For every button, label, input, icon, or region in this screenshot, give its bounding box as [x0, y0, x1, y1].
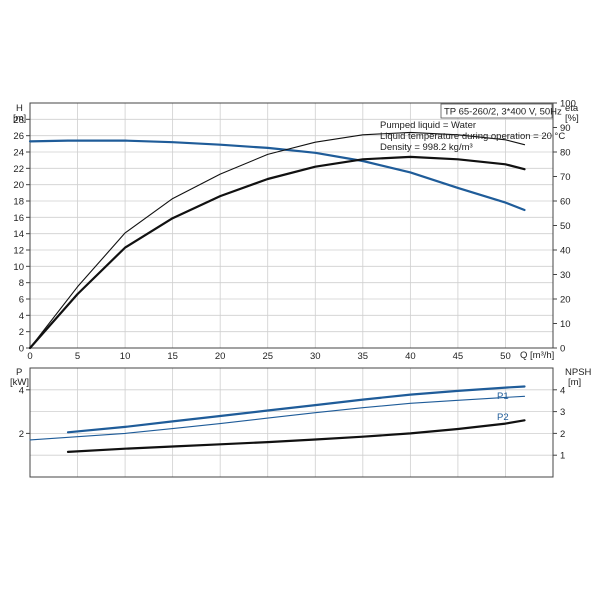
y-right-tick-label: 90 [560, 123, 571, 134]
x-tick-label: 35 [358, 351, 369, 362]
y-left-tick-label: 18 [13, 197, 24, 208]
y-right-title-bottom-symbol: NPSH [565, 367, 592, 378]
x-tick-label: 5 [75, 351, 80, 362]
y-left-tick-label: 22 [13, 164, 24, 175]
y-right-tick-label: 4 [560, 385, 565, 396]
series-label-p2: P2 [497, 412, 509, 423]
x-tick-label: 25 [262, 351, 273, 362]
title-box [440, 103, 553, 119]
series-line-eta-upper [29, 131, 526, 349]
note-density: Density = 998.2 kg/m³ [380, 142, 473, 153]
y-left-tick-label: 12 [13, 246, 24, 257]
series-label-p1: P1 [497, 391, 509, 402]
y-left-tick-label: 20 [13, 180, 24, 191]
y-left-tick-label: 24 [13, 148, 24, 159]
y-right-title-top-symbol: eta [565, 103, 579, 114]
x-tick-label: 20 [215, 351, 226, 362]
y-left-tick-label: 2 [19, 327, 24, 338]
y-right-tick-label: 100 [560, 99, 576, 110]
y-left-tick-label: 26 [13, 131, 24, 142]
y-left-tick-label: 14 [13, 229, 24, 240]
y-right-tick-label: 0 [560, 344, 565, 355]
y-left-tick-label: 4 [19, 311, 24, 322]
y-right-tick-label: 30 [560, 270, 571, 281]
y-left-tick-label: 2 [19, 429, 24, 440]
y-right-tick-label: 80 [560, 148, 571, 159]
x-axis-title: Q [m³/h] [520, 350, 554, 361]
x-tick-label: 15 [167, 351, 178, 362]
x-tick-label: 45 [453, 351, 464, 362]
y-left-tick-label: 10 [13, 262, 24, 273]
y-right-title-top-unit: [%] [565, 113, 579, 124]
y-left-title-bottom-symbol: P [16, 367, 22, 378]
x-tick-label: 0 [27, 351, 32, 362]
y-right-tick-label: 3 [560, 407, 565, 418]
x-tick-label: 30 [310, 351, 321, 362]
y-right-tick-label: 10 [560, 319, 571, 330]
y-right-tick-label: 20 [560, 295, 571, 306]
plot-frame [29, 367, 554, 478]
series-line-h [28, 139, 526, 212]
x-tick-label: 10 [120, 351, 131, 362]
y-left-tick-label: 0 [19, 344, 24, 355]
y-right-tick-label: 1 [560, 451, 565, 462]
note-pumped-liquid: Pumped liquid = Water [380, 120, 476, 131]
series-line-p1 [66, 385, 526, 434]
y-left-tick-label: 16 [13, 213, 24, 224]
y-right-tick-label: 50 [560, 221, 571, 232]
series-line-npsh [66, 419, 526, 453]
y-left-title-bottom-unit: [kW] [10, 377, 29, 388]
y-left-tick-label: 8 [19, 278, 24, 289]
series-line-p2 [29, 395, 526, 441]
y-left-tick-label: 28 [13, 115, 24, 126]
x-tick-label: 40 [405, 351, 416, 362]
y-left-title-top-unit: [m] [13, 113, 26, 124]
y-left-title-top-symbol: H [16, 103, 23, 114]
note-liquid-temperature: Liquid temperature during operation = 20… [380, 131, 565, 142]
y-right-tick-label: 70 [560, 172, 571, 183]
x-tick-label: 50 [500, 351, 511, 362]
y-left-tick-label: 4 [19, 385, 24, 396]
y-left-tick-label: 6 [19, 295, 24, 306]
chart-title: TP 65-260/2, 3*400 V, 50Hz [444, 107, 562, 118]
series-line-eta-lower [28, 155, 526, 350]
y-right-title-bottom-unit: [m] [568, 377, 581, 388]
y-right-tick-label: 2 [560, 429, 565, 440]
y-right-tick-label: 60 [560, 197, 571, 208]
y-right-tick-label: 40 [560, 246, 571, 257]
